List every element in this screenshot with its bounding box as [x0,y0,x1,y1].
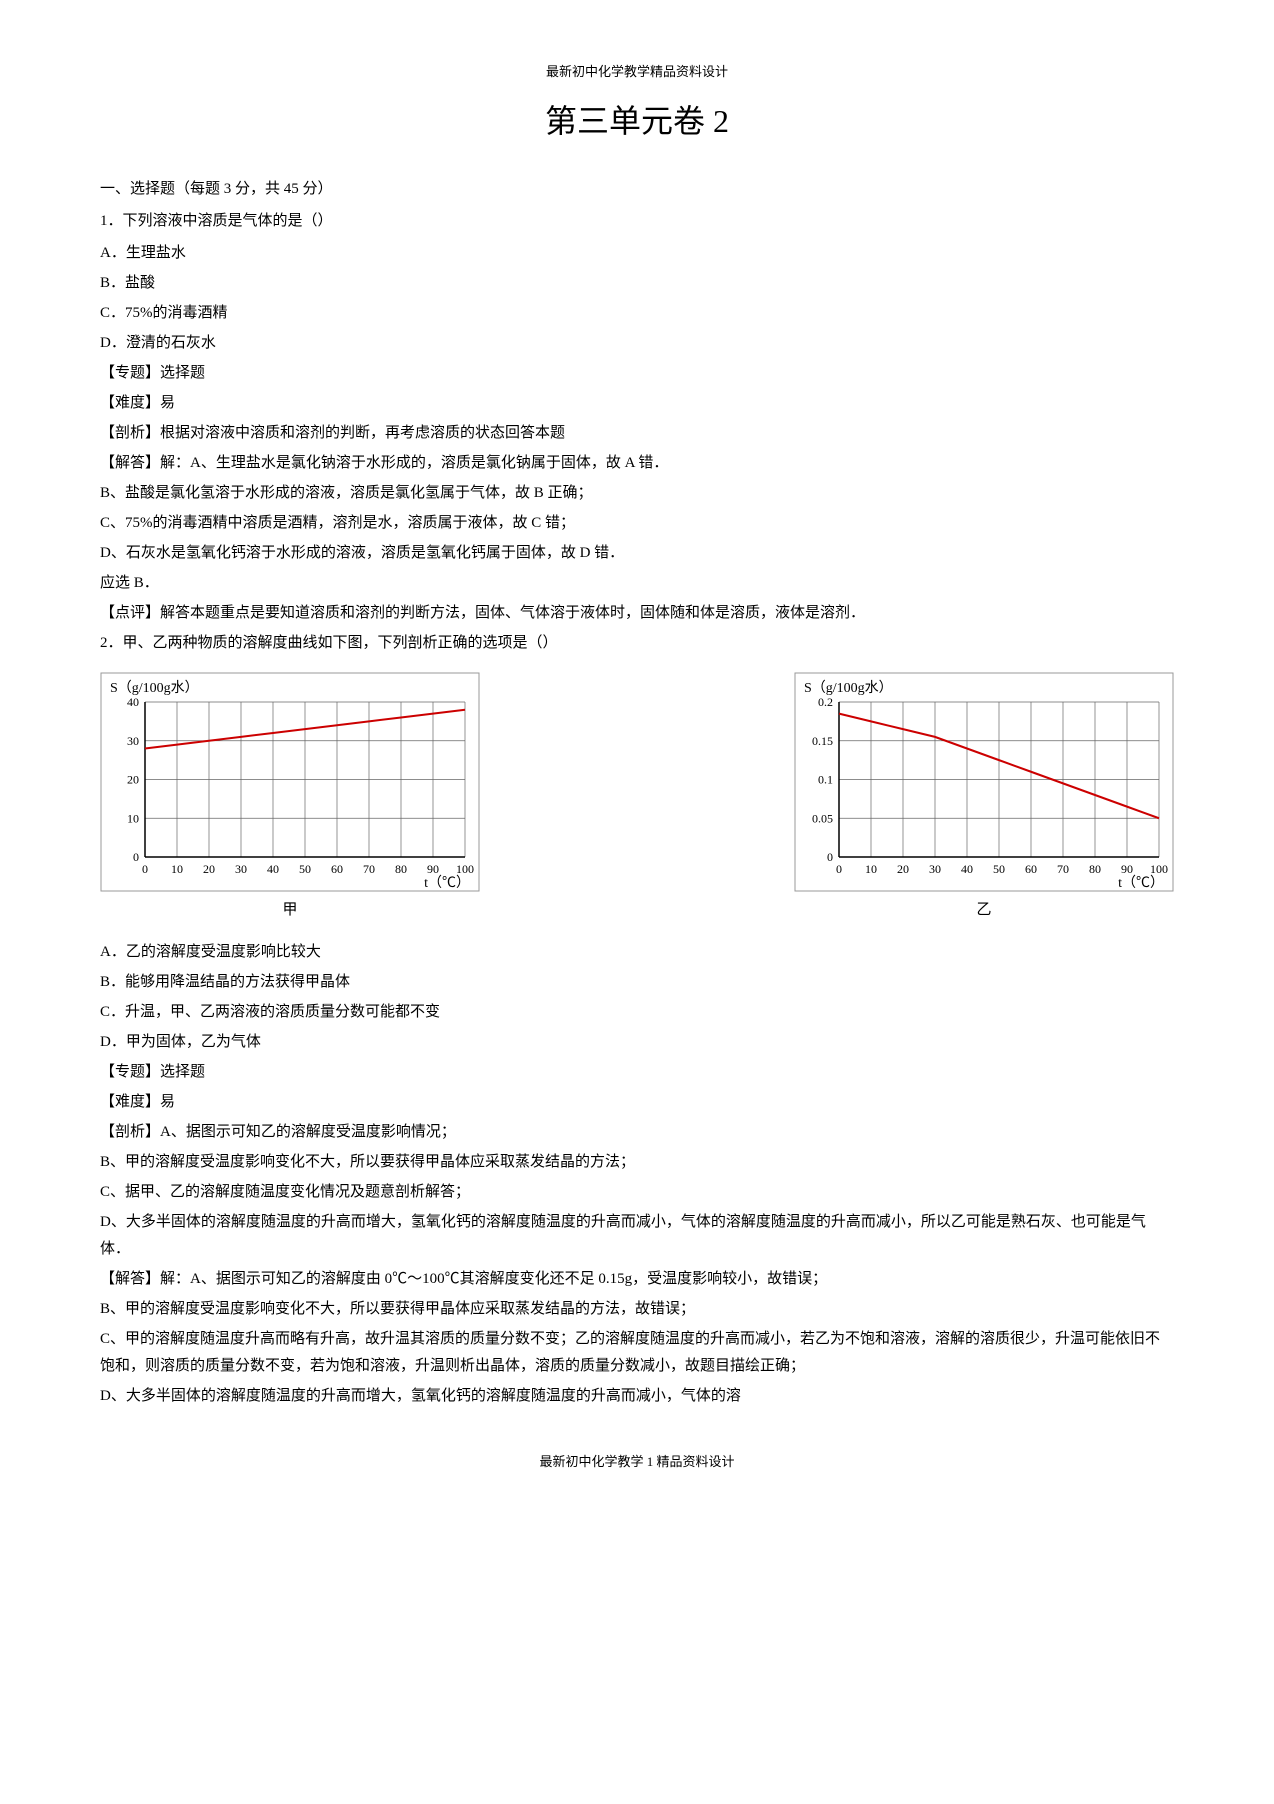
svg-text:40: 40 [127,695,139,709]
svg-text:0: 0 [142,862,148,876]
svg-text:t（℃）: t（℃） [424,875,470,891]
q1-option-b: B．盐酸 [100,270,1174,297]
svg-text:10: 10 [171,862,183,876]
q1-option-c: C．75%的消毒酒精 [100,300,1174,327]
svg-text:20: 20 [203,862,215,876]
svg-text:30: 30 [235,862,247,876]
svg-text:0: 0 [836,862,842,876]
q2-solution-a: 【解答】解：A、据图示可知乙的溶解度由 0℃～100℃其溶解度变化还不足 0.1… [100,1266,1174,1293]
q1-answer: 应选 B． [100,570,1174,597]
svg-text:40: 40 [267,862,279,876]
svg-text:90: 90 [1121,862,1133,876]
q2-option-c: C．升温，甲、乙两溶液的溶质质量分数可能都不变 [100,999,1174,1026]
svg-text:0: 0 [133,850,139,864]
chart-jia-wrapper: S（g/100g水） 0 10 20 30 40 50 60 70 80 90 100 0 10 20 30 4… [100,672,480,924]
svg-text:20: 20 [897,862,909,876]
q1-difficulty: 【难度】易 [100,390,1174,417]
svg-text:100: 100 [1150,862,1168,876]
section-header: 一、选择题（每题 3 分，共 45 分） [100,176,1174,203]
q2-difficulty: 【难度】易 [100,1089,1174,1116]
header-note: 最新初中化学教学精品资料设计 [100,60,1174,83]
svg-text:100: 100 [456,862,474,876]
svg-text:0: 0 [827,850,833,864]
footer-note: 最新初中化学教学 1 精品资料设计 [100,1450,1174,1473]
q1-comment: 【点评】解答本题重点是要知道溶质和溶剂的判断方法，固体、气体溶于液体时，固体随和… [100,600,1174,627]
svg-text:0.1: 0.1 [818,772,833,786]
q2-analysis-a: 【剖析】A、据图示可知乙的溶解度受温度影响情况； [100,1119,1174,1146]
svg-text:70: 70 [1057,862,1069,876]
q2-option-a: A．乙的溶解度受温度影响比较大 [100,939,1174,966]
q1-topic: 【专题】选择题 [100,360,1174,387]
q1-solution-b: B、盐酸是氯化氢溶于水形成的溶液，溶质是氯化氢属于气体，故 B 正确； [100,480,1174,507]
svg-text:S（g/100g水）: S（g/100g水） [110,680,199,696]
svg-text:0.15: 0.15 [812,734,833,748]
q2-solution-b: B、甲的溶解度受温度影响变化不大，所以要获得甲晶体应采取蒸发结晶的方法，故错误； [100,1296,1174,1323]
svg-text:50: 50 [299,862,311,876]
svg-text:80: 80 [1089,862,1101,876]
q1-stem: 1．下列溶液中溶质是气体的是（） [100,208,1174,235]
svg-text:0.05: 0.05 [812,811,833,825]
q1-solution-d: D、石灰水是氢氧化钙溶于水形成的溶液，溶质是氢氧化钙属于固体，故 D 错． [100,540,1174,567]
svg-text:80: 80 [395,862,407,876]
q2-option-b: B．能够用降温结晶的方法获得甲晶体 [100,969,1174,996]
svg-text:50: 50 [993,862,1005,876]
q1-solution-intro: 【解答】解：A、生理盐水是氯化钠溶于水形成的，溶质是氯化钠属于固体，故 A 错． [100,450,1174,477]
q2-option-d: D．甲为固体，乙为气体 [100,1029,1174,1056]
svg-text:30: 30 [929,862,941,876]
svg-text:40: 40 [961,862,973,876]
q1-analysis: 【剖析】根据对溶液中溶质和溶剂的判断，再考虑溶质的状态回答本题 [100,420,1174,447]
q2-analysis-c: C、据甲、乙的溶解度随温度变化情况及题意剖析解答； [100,1179,1174,1206]
svg-text:S（g/100g水）: S（g/100g水） [804,680,893,696]
svg-text:10: 10 [865,862,877,876]
chart-yi: S（g/100g水） 0 10 20 30 40 50 60 70 80 90 100 0 0.05 0.1… [794,672,1174,892]
svg-text:0.2: 0.2 [818,695,833,709]
q2-topic: 【专题】选择题 [100,1059,1174,1086]
q1-solution-c: C、75%的消毒酒精中溶质是酒精，溶剂是水，溶质属于液体，故 C 错； [100,510,1174,537]
q2-stem: 2．甲、乙两种物质的溶解度曲线如下图，下列剖析正确的选项是（） [100,630,1174,657]
charts-container: S（g/100g水）010203040506070809010001020304… [100,672,1174,924]
main-title: 第三单元卷 2 [100,93,1174,151]
svg-text:70: 70 [363,862,375,876]
q1-option-a: A．生理盐水 [100,240,1174,267]
q2-analysis-b: B、甲的溶解度受温度影响变化不大，所以要获得甲晶体应采取蒸发结晶的方法； [100,1149,1174,1176]
q2-solution-c: C、甲的溶解度随温度升高而略有升高，故升温其溶质的质量分数不变；乙的溶解度随温度… [100,1326,1174,1380]
chart-jia-label: 甲 [282,897,297,924]
chart-yi-wrapper: S（g/100g水） 0 10 20 30 40 50 60 70 80 90 100 0 0.05 0.1… [794,672,1174,924]
svg-text:t（℃）: t（℃） [1118,875,1164,891]
svg-text:60: 60 [1025,862,1037,876]
svg-text:30: 30 [127,734,139,748]
svg-text:90: 90 [427,862,439,876]
svg-text:10: 10 [127,811,139,825]
q1-option-d: D．澄清的石灰水 [100,330,1174,357]
svg-text:60: 60 [331,862,343,876]
chart-yi-label: 乙 [976,897,991,924]
q2-analysis-d: D、大多半固体的溶解度随温度的升高而增大，氢氧化钙的溶解度随温度的升高而减小，气… [100,1209,1174,1263]
q2-solution-d: D、大多半固体的溶解度随温度的升高而增大，氢氧化钙的溶解度随温度的升高而减小，气… [100,1383,1174,1410]
svg-text:20: 20 [127,772,139,786]
chart-jia: S（g/100g水） 0 10 20 30 40 50 60 70 80 90 100 0 10 20 30 4… [100,672,480,892]
